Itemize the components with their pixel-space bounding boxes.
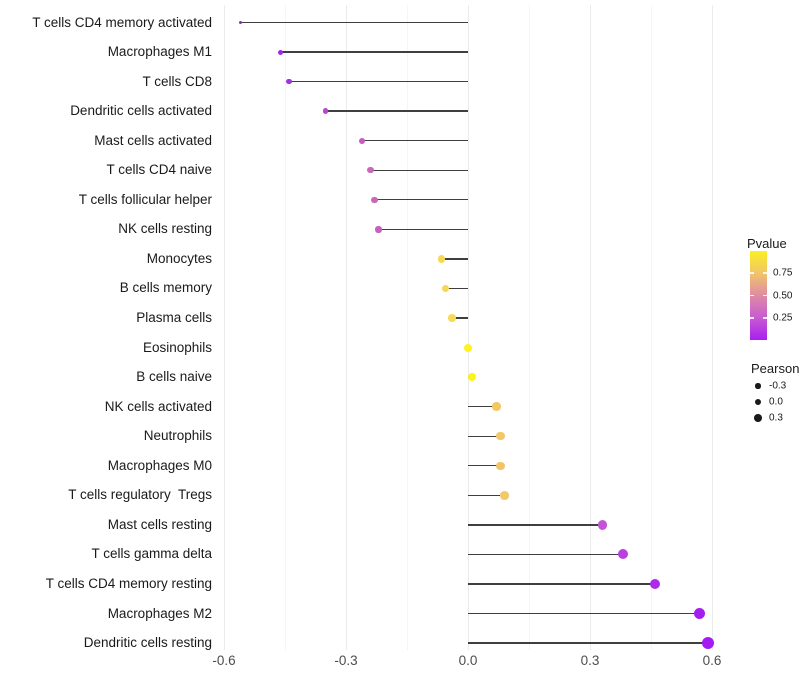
y-axis-label: Neutrophils — [143, 428, 212, 444]
lollipop-segment — [325, 110, 468, 112]
lollipop-dot — [496, 432, 505, 441]
pearson-legend-label: 0.3 — [769, 412, 783, 424]
pvalue-colorbar-tickmark — [763, 272, 767, 275]
lollipop-segment — [468, 465, 501, 467]
lollipop-dot — [496, 461, 505, 470]
gridline-minor-vertical — [529, 5, 530, 650]
pvalue-legend-title: Pvalue — [747, 236, 787, 251]
pvalue-colorbar-tickmark — [750, 316, 754, 319]
lollipop-segment — [240, 21, 468, 24]
lollipop-dot — [441, 284, 450, 293]
lollipop-segment — [378, 228, 468, 231]
y-axis-label: T cells CD4 naive — [106, 162, 212, 178]
lollipop-segment — [468, 583, 656, 585]
y-axis-label: T cells CD4 memory activated — [32, 14, 212, 30]
pvalue-tick-label: 0.75 — [773, 267, 793, 279]
lollipop-segment — [370, 169, 468, 171]
pvalue-colorbar-tickmark — [750, 294, 754, 297]
y-axis-label: Dendritic cells activated — [70, 103, 212, 119]
lollipop-dot — [492, 402, 501, 411]
lollipop-dot — [437, 255, 446, 263]
gridline-major-vertical — [468, 5, 469, 650]
lollipop-segment — [280, 51, 468, 53]
pvalue-colorbar-tickmark — [750, 272, 754, 275]
lollipop-dot — [617, 549, 628, 560]
lollipop-segment — [468, 612, 700, 615]
lollipop-segment — [468, 553, 623, 556]
y-axis-label: Plasma cells — [136, 310, 212, 325]
pearson-legend-label: -0.3 — [769, 380, 787, 392]
y-axis-label: Mast cells resting — [107, 516, 212, 532]
lollipop-segment — [362, 140, 468, 142]
lollipop-segment — [468, 494, 505, 496]
x-axis-tick-label: -0.3 — [334, 653, 358, 668]
y-axis-label: B cells naive — [136, 369, 212, 385]
lollipop-dot — [694, 607, 706, 620]
lollipop-segment — [441, 258, 468, 260]
pvalue-colorbar-tickmark — [763, 294, 767, 297]
lollipop-dot — [701, 637, 714, 650]
lollipop-segment — [468, 435, 501, 437]
y-axis-label: T cells regulatory Tregs — [68, 487, 212, 503]
pearson-legend-title: Pearson — [751, 361, 800, 376]
pearson-legend-dot — [754, 414, 762, 422]
lollipop-dot — [467, 372, 477, 382]
lollipop-segment — [445, 287, 468, 290]
lollipop-dot — [322, 108, 329, 114]
lollipop-dot — [278, 49, 284, 55]
pvalue-tick-label: 0.25 — [773, 312, 793, 324]
lollipop-segment — [451, 317, 468, 319]
y-axis-label: Macrophages M1 — [107, 44, 212, 60]
x-axis-tick-label: 0.0 — [458, 653, 478, 668]
lollipop-segment — [468, 524, 603, 526]
lollipop-segment — [468, 642, 708, 644]
lollipop-dot — [500, 491, 509, 500]
y-axis-label: NK cells resting — [118, 221, 212, 237]
lollipop-dot — [375, 226, 382, 233]
gridline-minor-vertical — [406, 5, 408, 650]
lollipop-dot — [597, 520, 607, 530]
lollipop-dot — [649, 578, 661, 590]
gridline-major-vertical — [712, 5, 713, 650]
lollipop-segment — [374, 199, 468, 201]
gridline-major-vertical — [345, 5, 347, 650]
y-axis-label: NK cells activated — [104, 398, 212, 414]
pearson-legend-dot — [755, 383, 761, 389]
y-axis-label: B cells memory — [119, 280, 212, 296]
lollipop-segment — [468, 405, 497, 408]
lollipop-dot — [238, 20, 242, 25]
pvalue-colorbar-tickmark — [763, 316, 767, 319]
lollipop-dot — [359, 137, 366, 144]
y-axis-label: Monocytes — [146, 250, 212, 266]
lollipop-dot — [371, 196, 378, 203]
lollipop-dot — [447, 314, 456, 322]
y-axis-label: T cells CD4 memory resting — [45, 575, 212, 591]
y-axis-label: Macrophages M2 — [107, 605, 212, 621]
gridline-minor-vertical — [284, 5, 286, 650]
y-axis-label: Mast cells activated — [94, 132, 212, 148]
gridline-major-vertical — [223, 5, 225, 650]
y-axis-label: T cells CD8 — [142, 73, 212, 89]
y-axis-label: Macrophages M0 — [107, 457, 212, 473]
lollipop-dot — [464, 343, 472, 352]
y-axis-label: Eosinophils — [142, 339, 212, 355]
gridline-minor-vertical — [651, 5, 652, 650]
lollipop-segment — [289, 80, 468, 83]
x-axis-tick-label: 0.6 — [702, 653, 722, 668]
lollipop-dot — [286, 79, 292, 85]
y-axis-label: T cells follicular helper — [78, 191, 212, 207]
y-axis-label: Dendritic cells resting — [83, 635, 212, 651]
y-axis-label: T cells gamma delta — [91, 546, 212, 562]
lollipop-dot — [367, 167, 374, 174]
x-axis-tick-label: 0.3 — [580, 653, 600, 668]
gridline-major-vertical — [590, 5, 591, 650]
pearson-legend-dot — [754, 398, 762, 406]
pearson-legend-label: 0.0 — [769, 396, 783, 408]
x-axis-tick-label: -0.6 — [212, 653, 236, 668]
pvalue-colorbar — [750, 251, 767, 340]
pvalue-tick-label: 0.50 — [773, 290, 793, 301]
